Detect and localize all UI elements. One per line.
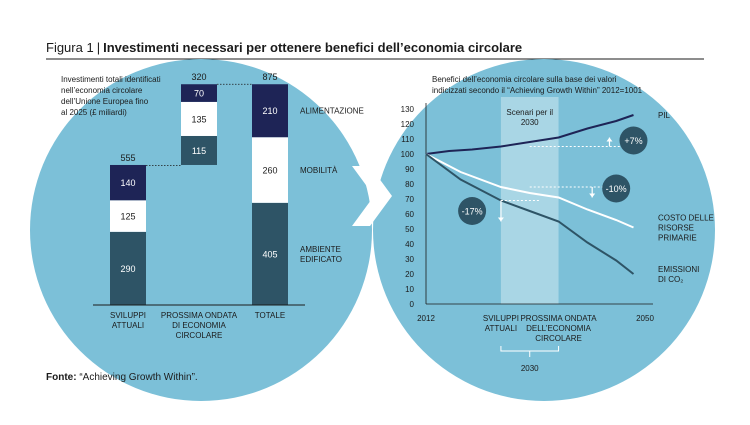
bar-chart-caption: nell’economia circolare [61, 86, 143, 95]
annotation-badge [619, 126, 648, 155]
series-line [425, 153, 635, 275]
series-label: PRIMARIE [658, 234, 697, 243]
bar-chart: Investimenti totali identificati nell’eco… [61, 72, 364, 340]
annotation-arrow-head [497, 217, 504, 222]
bar-value-label: 125 [120, 212, 135, 222]
annotation-badge [602, 174, 631, 203]
bar-total-label: 320 [191, 72, 206, 82]
annotation-label: -10% [606, 184, 627, 194]
bar-value-label: 135 [191, 114, 206, 124]
annotation-label: +7% [624, 136, 642, 146]
category-label: TOTALE [255, 311, 285, 320]
bar-segment [181, 135, 217, 165]
bar-value-label: 210 [262, 106, 277, 116]
bar-value-label: 260 [262, 166, 277, 176]
source-label: Fonte: [46, 372, 77, 383]
annotation-arrow-head [606, 137, 613, 142]
bar-value-label: 140 [120, 178, 135, 188]
y-tick-label: 20 [405, 270, 414, 279]
annotation-badge [458, 197, 487, 225]
series-label: DI CO₂ [658, 275, 683, 284]
bar-segment [110, 200, 146, 232]
bar-segment [252, 202, 288, 305]
y-tick-label: 50 [405, 225, 414, 234]
y-tick-label: 110 [401, 135, 414, 144]
y-tick-label: 100 [401, 150, 415, 159]
bar-segment [252, 137, 288, 203]
source-text: “Achieving Growth Within”. [79, 372, 198, 383]
legend-label: MOBILITÀ [300, 166, 338, 175]
bar-value-label: 70 [194, 89, 204, 99]
figure-label: Figura 1 [46, 40, 94, 55]
legend-label: ALIMENTAZIONE [300, 107, 364, 116]
x-tick-label: CIRCOLARE [535, 334, 582, 343]
legend-label: EDIFICATO [300, 255, 342, 264]
y-tick-label: 130 [401, 105, 415, 114]
category-label: PROSSIMA ONDATA [161, 311, 238, 320]
bar-segment [110, 231, 146, 305]
category-label: SVILUPPI [110, 311, 146, 320]
y-tick-label: 40 [405, 240, 414, 249]
bracket-label: 2030 [521, 364, 539, 373]
annotation-label: -17% [462, 207, 483, 217]
x-tick-label: 2050 [636, 314, 654, 323]
y-tick-label: 90 [405, 165, 414, 174]
bar-segment [252, 84, 288, 138]
x-tick-label: PROSSIMA ONDATA [520, 314, 597, 323]
y-tick-label: 10 [405, 285, 414, 294]
bar-chart-caption: Investimenti totali identificati [61, 75, 161, 84]
line-chart-caption: indicizzati secondo il “Achieving Growth… [432, 86, 643, 95]
bar-value-label: 405 [262, 249, 277, 259]
x-tick-label: ATTUALI [485, 324, 517, 333]
annotation-arrow-head [589, 193, 596, 198]
bar-segment [110, 164, 146, 201]
scenario-band-label: 2030 [521, 118, 539, 127]
y-tick-label: 120 [401, 120, 415, 129]
y-tick-label: 80 [405, 180, 414, 189]
y-tick-label: 30 [405, 255, 414, 264]
bar-total-label: 875 [262, 72, 277, 82]
series-line [425, 114, 634, 155]
scenario-band-label: Scenari per il [506, 108, 553, 117]
x-tick-label: SVILUPPI [483, 314, 519, 323]
bracket-2030 [500, 346, 560, 357]
bar-total-label: 555 [120, 153, 135, 163]
series-line [425, 153, 634, 229]
category-label: CIRCOLARE [176, 331, 223, 340]
bar-segment [181, 84, 217, 102]
line-chart-caption: Benefici dell’economia circolare sulla b… [432, 75, 617, 84]
x-tick-label: 2012 [417, 314, 435, 323]
bar-value-label: 290 [120, 264, 135, 274]
figure-main-title: Investimenti necessari per ottenere bene… [103, 40, 523, 55]
bar-chart-caption: dell’Unione Europea fino [61, 97, 149, 106]
chevron-arrow-icon [352, 166, 392, 226]
y-tick-label: 0 [410, 300, 415, 309]
series-label: PIL [658, 111, 671, 120]
source-note: Fonte: “Achieving Growth Within”. [46, 372, 198, 383]
bar-segment [181, 101, 217, 136]
bar-chart-caption: al 2025 (£ miliardi) [61, 108, 127, 117]
category-label: DI ECONOMIA [172, 321, 226, 330]
series-label: RISORSE [658, 224, 694, 233]
category-label: ATTUALI [112, 321, 144, 330]
figure-separator: | [96, 40, 101, 55]
line-chart: Benefici dell’economia circolare sulla b… [401, 75, 714, 373]
bar-value-label: 115 [192, 146, 206, 156]
y-tick-label: 60 [405, 210, 414, 219]
x-tick-label: DELL’ECONOMIA [526, 324, 592, 333]
series-label: COSTO DELLE [658, 214, 714, 223]
legend-label: AMBIENTE [300, 245, 341, 254]
figure-title: Figura 1 | Investimenti necessari per otte… [46, 40, 522, 55]
series-label: EMISSIONI [658, 265, 699, 274]
y-tick-label: 70 [405, 195, 414, 204]
